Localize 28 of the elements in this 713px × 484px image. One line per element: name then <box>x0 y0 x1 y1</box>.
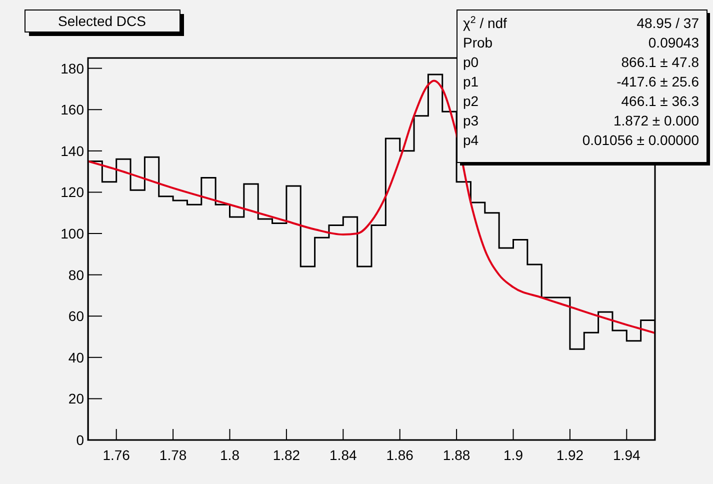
text: p2 466.1 ± 36.3 <box>463 93 699 109</box>
y-tick-label: 0 <box>76 432 84 448</box>
x-tick-label: 1.8 <box>220 447 240 463</box>
x-tick-label: 1.86 <box>386 447 414 463</box>
x-tick-label: 1.82 <box>272 447 300 463</box>
text: p4 0.01056 ± 0.00000 <box>463 132 699 148</box>
y-tick-label: 160 <box>60 102 84 118</box>
chart-title: Selected DCS <box>58 13 146 29</box>
y-tick-label: 60 <box>68 308 84 324</box>
y-tick-label: 80 <box>68 266 84 283</box>
x-tick-label: 1.92 <box>556 447 584 463</box>
text: p0 866.1 ± 47.8 <box>463 54 699 70</box>
x-tick-label: 1.76 <box>102 447 130 463</box>
y-tick-label: 180 <box>60 60 84 76</box>
x-tick-label: 1.84 <box>330 447 357 463</box>
text: p3 1.872 ± 0.000 <box>463 112 699 128</box>
text: χ$^{2}$ / ndf 48.95 / 37 <box>463 14 699 31</box>
x-tick-label: 1.78 <box>159 447 187 463</box>
text: Prob 0.09043 <box>463 34 699 50</box>
y-tick-label: 140 <box>60 142 84 159</box>
y-tick-label: 100 <box>60 226 84 242</box>
text: p1 -417.6 ± 25.6 <box>463 74 699 90</box>
x-tick-label: 1.88 <box>442 447 470 463</box>
y-tick-label: 40 <box>68 349 84 366</box>
y-tick-label: 120 <box>60 184 84 200</box>
x-tick-label: 1.94 <box>613 447 640 463</box>
x-tick-label: 1.9 <box>504 447 524 463</box>
y-tick-label: 20 <box>68 390 84 407</box>
